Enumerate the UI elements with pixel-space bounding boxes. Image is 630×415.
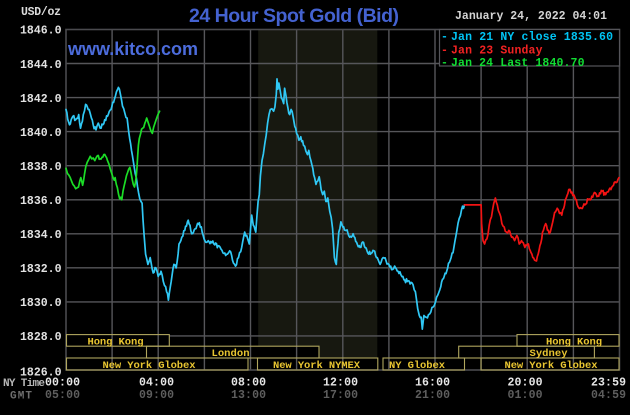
svg-text:04:59: 04:59 — [591, 389, 626, 402]
svg-text:NY Globex: NY Globex — [389, 360, 446, 372]
svg-text:01:00: 01:00 — [508, 389, 543, 402]
svg-text:London: London — [212, 348, 250, 360]
svg-text:1846.0: 1846.0 — [20, 25, 62, 38]
svg-text:1830.0: 1830.0 — [20, 297, 62, 310]
svg-text:New York Globex: New York Globex — [505, 360, 599, 372]
svg-text:16:00: 16:00 — [415, 377, 450, 390]
svg-text:1840.0: 1840.0 — [20, 127, 62, 140]
svg-text:04:00: 04:00 — [139, 377, 174, 390]
svg-text:13:00: 13:00 — [231, 389, 266, 402]
svg-text:23:59: 23:59 — [591, 377, 626, 390]
svg-text:08:00: 08:00 — [231, 377, 266, 390]
svg-text:USD/oz: USD/oz — [21, 6, 61, 19]
svg-text:00:00: 00:00 — [45, 377, 80, 390]
svg-text:-: - — [441, 57, 448, 70]
svg-text:1838.0: 1838.0 — [20, 161, 62, 174]
svg-text:Hong Kong: Hong Kong — [88, 336, 144, 348]
svg-text:New York Globex: New York Globex — [103, 360, 197, 372]
svg-text:1826.0: 1826.0 — [20, 367, 62, 380]
svg-text:Hong Kong: Hong Kong — [546, 336, 602, 348]
svg-text:-: - — [441, 45, 448, 58]
svg-text:1828.0: 1828.0 — [20, 331, 62, 344]
svg-text:Jan 21 NY close 1835.60: Jan 21 NY close 1835.60 — [451, 31, 613, 44]
svg-text:1832.0: 1832.0 — [20, 263, 62, 276]
svg-text:New York NYMEX: New York NYMEX — [273, 360, 361, 372]
svg-text:1844.0: 1844.0 — [20, 59, 62, 72]
svg-text:1842.0: 1842.0 — [20, 93, 62, 106]
svg-text:1834.0: 1834.0 — [20, 229, 62, 242]
svg-text:20:00: 20:00 — [508, 377, 543, 390]
svg-text:Jan 23 Sunday: Jan 23 Sunday — [451, 45, 543, 58]
svg-text:12:00: 12:00 — [323, 377, 358, 390]
svg-text:Sydney: Sydney — [530, 348, 569, 360]
svg-text:-: - — [441, 31, 448, 44]
svg-text:Jan 24 Last 1840.70: Jan 24 Last 1840.70 — [451, 57, 585, 70]
svg-text:24 Hour Spot Gold (Bid): 24 Hour Spot Gold (Bid) — [189, 5, 399, 27]
svg-text:05:00: 05:00 — [45, 389, 80, 402]
svg-text:17:00: 17:00 — [323, 389, 358, 402]
svg-text:1836.0: 1836.0 — [20, 195, 62, 208]
svg-text:www.kitco.com: www.kitco.com — [67, 39, 198, 59]
svg-text:21:00: 21:00 — [415, 389, 450, 402]
svg-text:NY Time: NY Time — [3, 378, 45, 390]
svg-text:GMT: GMT — [10, 391, 32, 403]
svg-text:January 24, 2022 04:01: January 24, 2022 04:01 — [455, 10, 607, 23]
svg-text:09:00: 09:00 — [139, 389, 174, 402]
